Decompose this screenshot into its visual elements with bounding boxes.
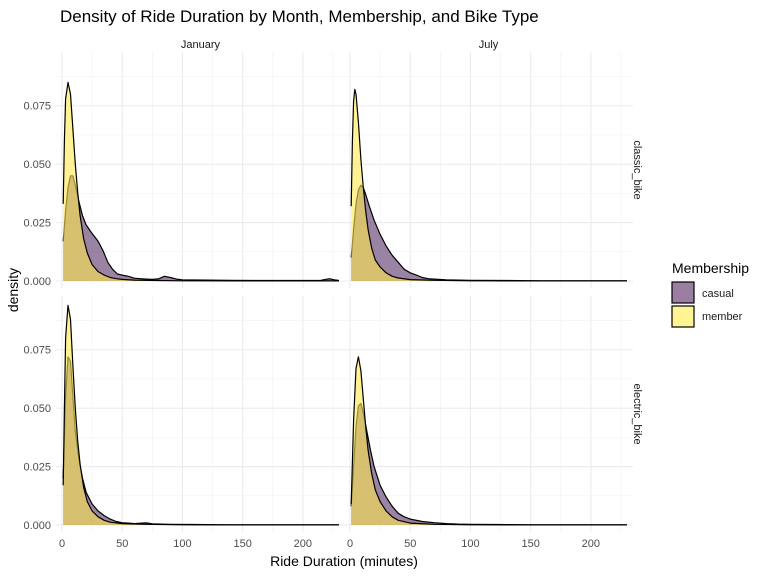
legend-title: Membership (672, 260, 749, 276)
y-tick-label: 0.075 (23, 101, 51, 113)
facet-label-electric-bike: electric_bike (631, 383, 643, 444)
density-area-casual (63, 175, 339, 281)
density-line-member (62, 81, 339, 282)
legend: Membership casual member (671, 260, 749, 328)
facet-panels (56, 52, 633, 532)
y-tick-label: 0.025 (23, 218, 51, 230)
x-tick-label: 150 (233, 538, 251, 550)
y-tick-label: 0.000 (23, 276, 51, 288)
density-area-member (63, 305, 339, 525)
density-area-member (351, 89, 627, 282)
facet-panel-january-electric-bike (56, 296, 345, 532)
x-tick-label: 0 (347, 538, 353, 550)
legend-label-casual: casual (702, 288, 734, 300)
density-line-member (350, 356, 627, 526)
y-tick-label: 0.050 (23, 159, 51, 171)
density-area-casual (63, 356, 339, 525)
y-tick-label: 0.025 (23, 462, 51, 474)
y-axis-label: density (5, 268, 21, 312)
facet-label-january: January (181, 39, 221, 51)
x-tick-labels: 0 50 100 150 200 0 50 100 150 200 (59, 538, 600, 550)
facet-label-classic-bike: classic_bike (631, 140, 643, 199)
facet-panel-july-electric-bike (344, 296, 633, 532)
x-tick-label: 150 (521, 538, 539, 550)
x-tick-label: 50 (404, 538, 416, 550)
density-line-casual (62, 356, 339, 526)
facet-panel-july-classic-bike (344, 52, 633, 288)
density-area-member (351, 356, 627, 525)
legend-key-casual (671, 281, 695, 304)
facet-panel-january-classic-bike (56, 52, 345, 288)
y-tick-label: 0.000 (23, 520, 51, 532)
x-axis-label: Ride Duration (minutes) (270, 553, 418, 569)
x-tick-label: 50 (116, 538, 128, 550)
chart-title: Density of Ride Duration by Month, Membe… (60, 7, 539, 26)
legend-label-member: member (702, 311, 743, 323)
x-tick-label: 0 (59, 538, 65, 550)
y-tick-label: 0.050 (23, 403, 51, 415)
density-line-casual (350, 402, 627, 526)
x-tick-label: 200 (294, 538, 312, 550)
x-tick-label: 100 (173, 538, 191, 550)
y-tick-labels: 0.000 0.025 0.050 0.075 0.000 0.025 0.050 0.075 (23, 101, 51, 532)
legend-key-member (671, 305, 695, 328)
density-line-member (62, 304, 339, 526)
density-line-member (350, 88, 627, 282)
density-area-casual (351, 185, 627, 281)
x-tick-label: 100 (461, 538, 479, 550)
facet-label-july: July (479, 39, 499, 51)
x-tick-label: 200 (582, 538, 600, 550)
density-area-member (63, 82, 339, 282)
y-tick-label: 0.075 (23, 345, 51, 357)
